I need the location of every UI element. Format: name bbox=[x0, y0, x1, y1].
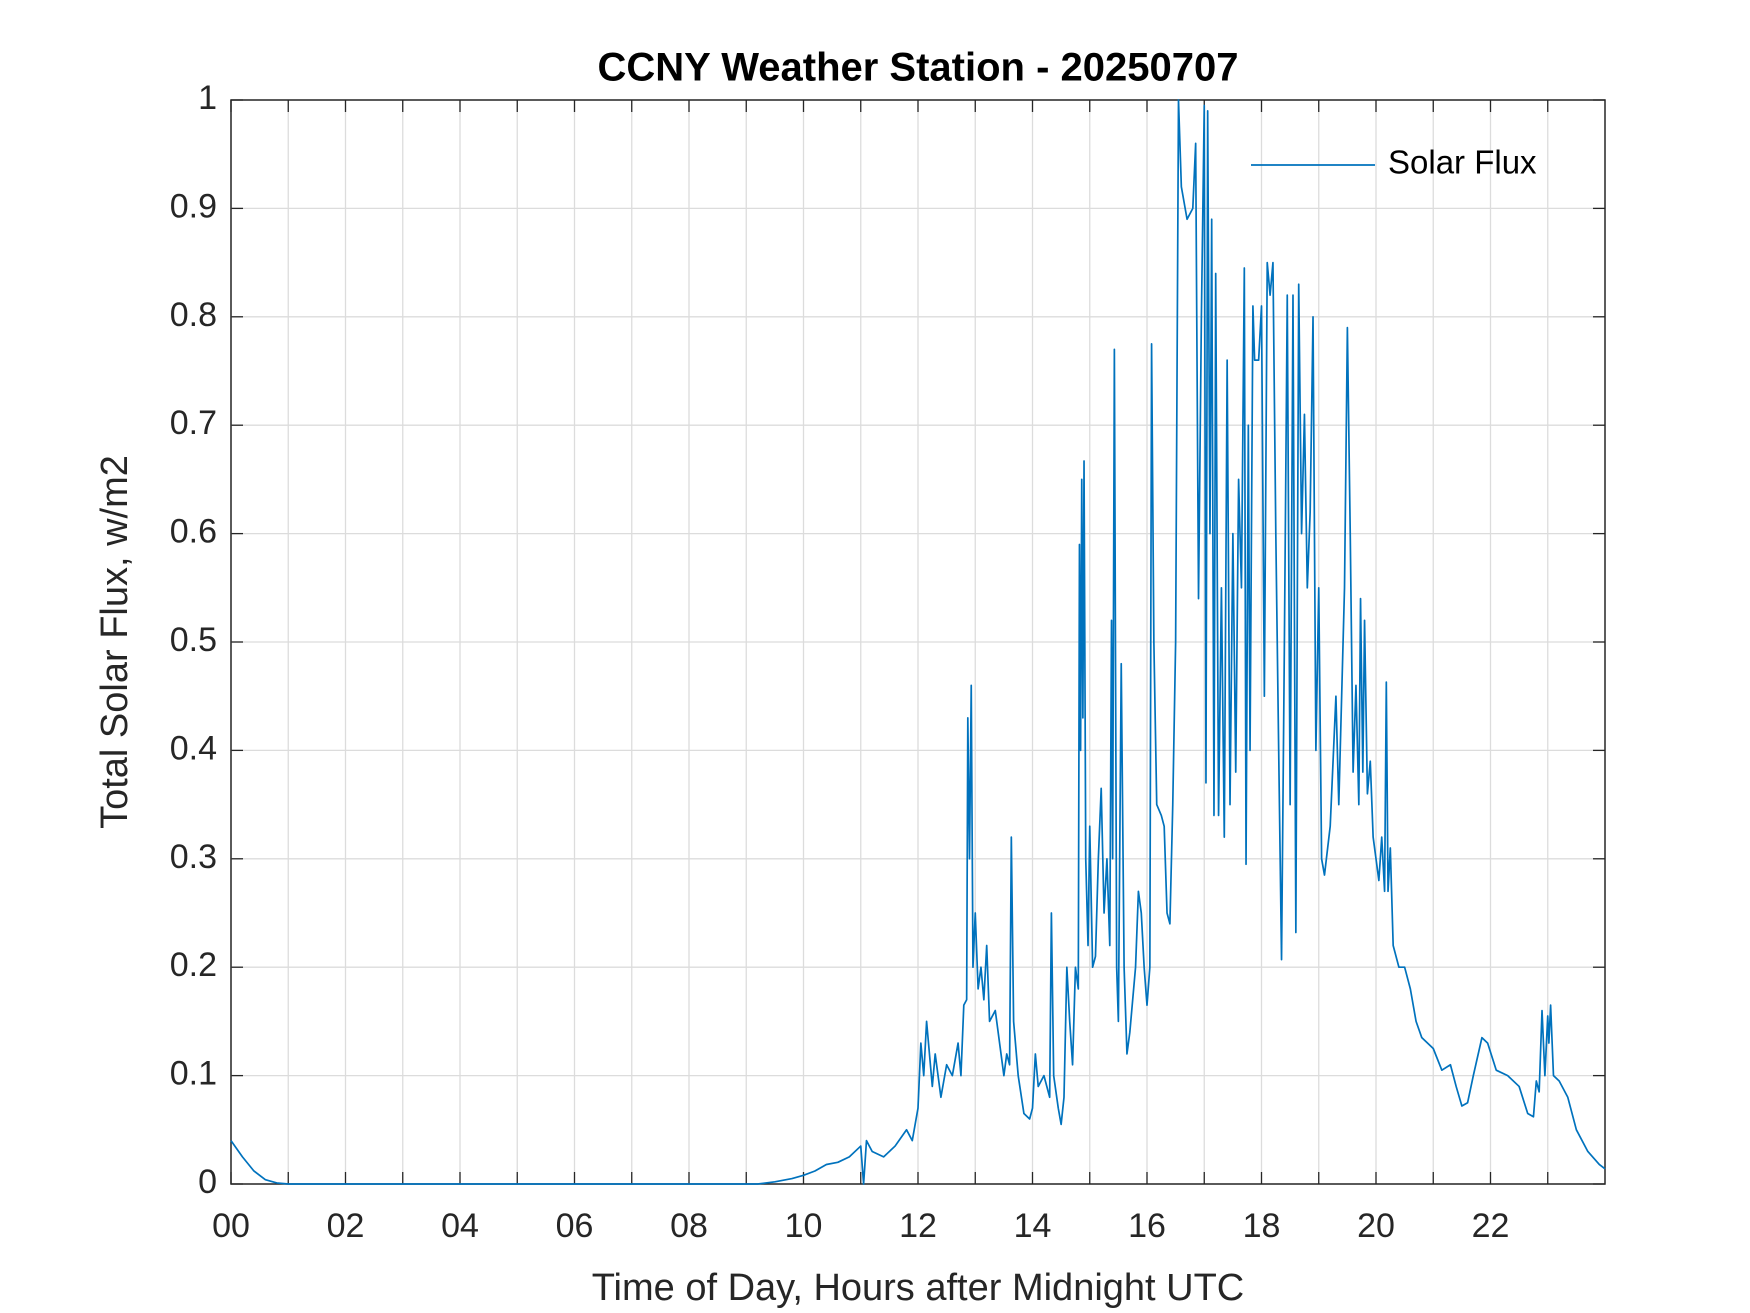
x-tick-label: 22 bbox=[1472, 1207, 1510, 1245]
y-tick-label: 0.3 bbox=[170, 838, 217, 876]
y-tick-label: 1 bbox=[198, 79, 217, 117]
y-axis-label: Total Solar Flux, w/m2 bbox=[94, 455, 136, 829]
x-tick-label: 04 bbox=[441, 1207, 479, 1245]
series-line bbox=[230, 99, 1606, 1185]
x-tick-label: 14 bbox=[1014, 1207, 1052, 1245]
y-tick-label: 0 bbox=[198, 1163, 217, 1201]
legend-label: Solar Flux bbox=[1388, 144, 1537, 181]
x-tick-label: 18 bbox=[1243, 1207, 1281, 1245]
x-tick-label: 16 bbox=[1128, 1207, 1166, 1245]
chart-title: CCNY Weather Station - 20250707 bbox=[598, 46, 1239, 90]
x-tick-label: 06 bbox=[556, 1207, 594, 1245]
x-tick-label: 20 bbox=[1357, 1207, 1395, 1245]
y-tick-label: 0.4 bbox=[170, 729, 217, 767]
y-tick-label: 0.9 bbox=[170, 187, 217, 225]
axes-box bbox=[230, 99, 1606, 1185]
x-tick-label: 00 bbox=[212, 1207, 250, 1245]
x-axis-label: Time of Day, Hours after Midnight UTC bbox=[592, 1267, 1245, 1309]
y-tick-label: 0.7 bbox=[170, 404, 217, 442]
y-tick-label: 0.8 bbox=[170, 296, 217, 334]
x-tick-label: 02 bbox=[327, 1207, 365, 1245]
y-tick-label: 0.1 bbox=[170, 1055, 217, 1093]
y-tick-label: 0.2 bbox=[170, 946, 217, 984]
x-tick-label: 08 bbox=[670, 1207, 708, 1245]
x-tick-label: 12 bbox=[899, 1207, 937, 1245]
x-tick-label: 10 bbox=[785, 1207, 823, 1245]
y-tick-label: 0.6 bbox=[170, 513, 217, 551]
y-tick-label: 0.5 bbox=[170, 621, 217, 659]
